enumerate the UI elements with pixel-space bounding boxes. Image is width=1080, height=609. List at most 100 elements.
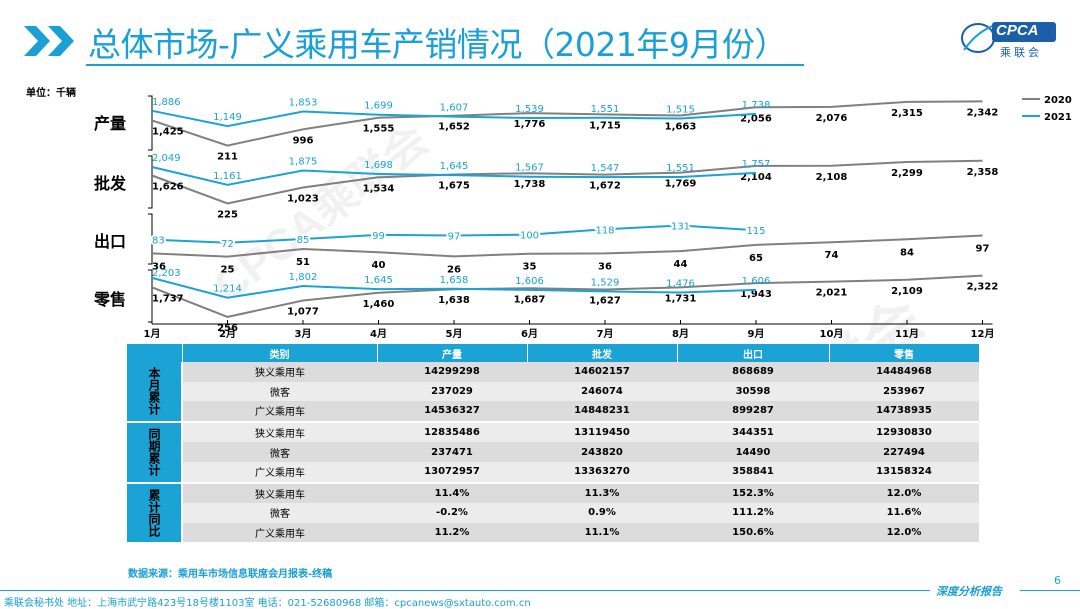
cpca-logo-icon [961,22,1056,53]
table-cell: -0.2% [377,503,527,523]
data-label: 1,607 [440,103,469,114]
data-label: 1,886 [152,97,181,108]
panel-label-retail: 零售 [94,290,127,309]
panel-label-export: 出口 [94,232,127,251]
table-cell: 14536327 [377,401,527,422]
data-label: 1,769 [665,179,697,190]
table-cell: 11.1% [527,522,677,543]
data-label: 72 [221,239,234,250]
data-label: 2,203 [152,268,181,279]
table-row-category: 广义乘用车 [182,522,377,543]
table-header: 产量 [377,344,528,362]
data-label: 44 [674,259,688,270]
table-row-category: 微客 [182,442,377,462]
table-cell: 14738935 [829,401,979,422]
data-label: 1,149 [213,112,242,123]
data-label: 1,476 [666,278,695,289]
x-tick-label: 8月 [672,328,689,340]
data-label: 1,757 [742,159,771,170]
x-tick-label: 9月 [748,328,765,340]
logo-subtitle: 乘联会 [1000,46,1042,59]
footer-divider [0,590,930,591]
series-line-2021 [151,276,757,299]
panel-axis [148,213,153,265]
table-cell: 111.2% [677,503,829,523]
data-label: 1,698 [364,160,393,171]
data-label: 36 [152,261,166,272]
table-cell: 11.2% [377,522,527,543]
data-label: 1,699 [364,101,393,112]
table-cell: 13072957 [377,461,527,483]
data-label: 2,108 [816,172,848,183]
data-label: 996 [293,135,314,146]
data-label: 1,555 [363,124,395,135]
data-label: 1,943 [740,289,772,300]
table-cell: 14484968 [829,362,979,382]
table-row: 广义乘用车 14536327 14848231 899287 14738935 [127,401,979,422]
table-row-category: 微客 [182,503,377,523]
table-cell: 14490 [677,442,829,462]
data-label: 2,056 [740,113,772,124]
x-tick-label: 6月 [521,328,538,340]
data-label: 1,515 [666,105,695,116]
title-underline [86,64,804,66]
data-label: 1,645 [440,161,469,172]
table-row-category: 狭义乘用车 [182,420,377,443]
data-label: 2,358 [967,167,999,178]
logo-text: CPCA [996,22,1039,39]
table-cell: 253967 [829,381,979,402]
data-label: 26 [447,264,461,275]
data-label: 97 [976,243,990,254]
data-label: 40 [372,260,386,271]
data-label: 1,672 [589,181,621,192]
data-label: 25 [221,265,235,276]
table-cell: 13158324 [829,461,979,483]
panel-axis [148,95,153,151]
data-label: 74 [825,250,839,261]
data-label: 99 [372,231,385,242]
data-label: 1,645 [364,275,393,286]
data-label: 1,638 [438,295,470,306]
data-source: 数据来源：乘用车市场信息联席会月报表-终稿 [128,569,333,580]
data-label: 2,076 [816,113,848,124]
data-label: 1,161 [213,171,242,182]
table-cell: 150.6% [677,522,829,543]
data-label: 2,315 [891,108,923,119]
footer-report-label: 深度分析报告 [936,585,1002,598]
table-cell: 11.3% [527,481,677,504]
table-cell: 344351 [677,420,829,443]
panel-label-production: 产量 [94,114,127,133]
data-label: 118 [595,225,614,236]
table-row-category: 狭义乘用车 [182,481,377,504]
data-label: 1,652 [438,122,470,133]
table-cell: 237471 [377,442,527,462]
data-label: 1,738 [742,100,771,111]
table-row: 本月累计 狭义乘用车 14299298 14602157 868689 14484968 [127,362,979,422]
data-label: 1,731 [665,293,697,304]
table-cell: 237029 [377,381,527,402]
table-cell: 12.0% [829,522,979,543]
data-label: 115 [746,226,765,237]
x-tick-label: 12月 [971,328,995,340]
data-label: 225 [217,210,238,221]
data-label: 256 [217,323,238,334]
table-cell: 30598 [677,381,829,402]
unit-label: 单位：千辆 [26,88,76,99]
data-label: 1,214 [213,284,242,295]
table-cell: 14602157 [527,362,677,382]
table-header: 出口 [677,344,830,362]
data-label: 1,606 [742,276,771,287]
series-line-2020 [151,100,983,147]
data-label: 1,551 [666,163,695,174]
data-label: 1,606 [515,276,544,287]
data-label: 2,342 [967,107,999,118]
data-label: 51 [296,257,310,268]
x-tick-label: 1月 [144,328,161,340]
data-label: 1,547 [591,163,620,174]
data-label: 2,299 [891,168,923,179]
data-label: 2,322 [967,282,999,293]
table-row: 微客 237471 243820 14490 227494 [127,442,979,462]
series-line-2020 [151,159,983,205]
table-header-blank [127,344,183,362]
data-label: 1,875 [289,157,318,168]
